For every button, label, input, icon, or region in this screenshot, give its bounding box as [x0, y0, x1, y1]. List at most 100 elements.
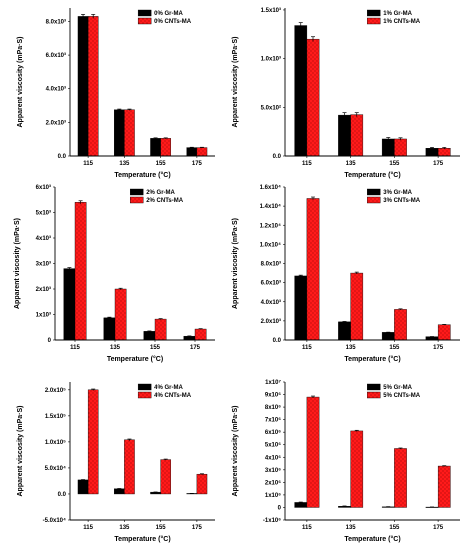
y-tick-label: 1.0x10³ [261, 56, 281, 63]
y-tick-label: 2.0x10³ [261, 318, 281, 325]
bar-3-gr-ma-175 [425, 336, 439, 341]
x-tick-label: 175 [190, 345, 201, 351]
x-tick-label: 115 [70, 345, 80, 351]
x-tick-label: 115 [302, 525, 312, 531]
bar-0-gr-ma-155 [150, 138, 161, 157]
bar-4-cnts-ma-175 [196, 473, 208, 495]
bar-1-gr-ma-155 [381, 138, 395, 157]
y-tick-label: 3x10³ [36, 261, 51, 268]
y-tick-label: 4.0x10³ [46, 86, 66, 93]
bar-0-cnts-ma-135 [124, 109, 135, 157]
legend-swatch [137, 9, 152, 17]
legend-swatch [137, 17, 152, 25]
y-tick-label: 8.0x10³ [46, 18, 66, 25]
legend-label: 4% Gr-MA [154, 385, 183, 391]
y-tick-label: 6.0x10³ [261, 280, 281, 287]
y-axis-label: Apparent viscosity (mPa·S) [17, 405, 24, 496]
legend-label: 0% CNTs-MA [154, 19, 192, 25]
y-tick-label: 0 [278, 505, 282, 511]
y-tick-label: 9x10⁶ [265, 393, 281, 399]
bar-3-cnts-ma-115 [306, 198, 320, 341]
legend-swatch [137, 383, 152, 391]
y-tick-label: -1x10⁶ [263, 518, 281, 524]
x-tick-label: 135 [346, 345, 357, 351]
y-axis-label: Apparent viscosity (mPa·S) [14, 218, 21, 309]
x-tick-label: 135 [346, 525, 357, 531]
bar-3-gr-ma-155 [381, 332, 395, 341]
y-tick-label: 1.0x10⁵ [45, 440, 66, 446]
bar-2-gr-ma-175 [183, 335, 196, 341]
y-tick-label: 5x10⁶ [265, 443, 281, 449]
bar-1-gr-ma-135 [338, 114, 351, 157]
legend-label: 5% Gr-MA [383, 385, 412, 391]
bar-2-cnts-ma-115 [74, 202, 87, 341]
legend-swatch [367, 9, 381, 17]
y-tick-label: 1x10³ [36, 312, 51, 319]
y-tick-label: 4x10³ [36, 235, 51, 242]
x-tick-label: 115 [83, 525, 93, 531]
chart-panel-3: 115 135 155 175 0 1x10³ 2x10³ 3x10³ 4x10³ 5x10³ 6x… [14, 184, 215, 363]
legend-label: 4% CNTs-MA [154, 393, 192, 399]
y-axis-label: Apparent viscosity (mPa·S) [232, 405, 239, 496]
y-tick-label: 4x10⁶ [265, 455, 281, 461]
legend-label: 1% Gr-MA [383, 11, 412, 17]
bar-3-cnts-ma-155 [394, 309, 407, 341]
x-tick-label: 135 [119, 161, 130, 167]
y-tick-label: 5x10³ [36, 210, 51, 217]
x-axis-label: Temperature (°C) [344, 535, 400, 543]
bar-0-gr-ma-175 [186, 147, 198, 157]
bar-5-cnts-ma-115 [306, 396, 320, 508]
bar-1-cnts-ma-155 [394, 138, 407, 157]
x-tick-label: 135 [346, 161, 357, 167]
x-tick-label: 115 [302, 345, 312, 351]
x-tick-label: 175 [433, 161, 444, 167]
y-tick-label: 4.0x10³ [261, 299, 281, 306]
x-tick-label: 135 [110, 345, 121, 351]
x-tick-label: 175 [192, 161, 203, 167]
x-tick-label: 115 [83, 161, 93, 167]
y-tick-label: 2x10³ [36, 286, 51, 293]
bar-2-gr-ma-115 [63, 268, 76, 341]
bar-0-gr-ma-115 [77, 16, 89, 157]
x-tick-label: 175 [433, 345, 444, 351]
bar-2-cnts-ma-175 [194, 328, 207, 341]
legend-label: 0% Gr-MA [154, 11, 183, 17]
y-tick-label: 1.5x10⁵ [45, 414, 66, 420]
x-tick-label: 155 [156, 525, 167, 531]
legend-swatch [367, 196, 381, 204]
x-tick-label: 155 [156, 161, 167, 167]
y-tick-label: 6x10³ [36, 184, 51, 191]
legend-label: 2% CNTs-MA [146, 198, 184, 204]
y-tick-label: -5.0x10⁴ [43, 518, 66, 524]
legend-swatch [367, 188, 381, 196]
x-tick-label: 155 [150, 345, 161, 351]
bar-1-cnts-ma-135 [350, 114, 364, 157]
chart-panel-1: 115 135 155 175 0.0 2.0x10³ 4.0x10³ 6.0x10³ 8.0x… [17, 8, 215, 179]
bar-4-cnts-ma-155 [160, 459, 171, 495]
x-axis-label: Temperature (°C) [114, 171, 170, 179]
y-tick-label: 1.0x10⁴ [260, 242, 281, 248]
bar-5-cnts-ma-175 [437, 465, 451, 508]
bar-3-gr-ma-135 [338, 321, 351, 341]
bar-4-cnts-ma-135 [124, 439, 135, 495]
bar-0-cnts-ma-115 [87, 16, 99, 157]
y-tick-label: 1x10⁶ [265, 493, 281, 499]
y-tick-label: 1.5x10³ [261, 7, 281, 14]
bar-4-gr-ma-135 [114, 488, 125, 495]
legend-swatch [129, 188, 144, 196]
bar-3-cnts-ma-135 [350, 272, 364, 341]
bar-4-cnts-ma-115 [87, 389, 99, 495]
y-tick-label: 1.4x10⁴ [260, 204, 281, 210]
bar-5-cnts-ma-155 [394, 448, 407, 508]
x-tick-label: 135 [119, 525, 130, 531]
legend-swatch [137, 391, 152, 399]
y-tick-label: 0.0 [273, 338, 282, 344]
x-tick-label: 175 [433, 525, 444, 531]
bar-5-cnts-ma-135 [350, 430, 364, 508]
x-tick-label: 115 [302, 161, 312, 167]
y-tick-label: 0.0 [273, 154, 282, 160]
bar-1-gr-ma-175 [425, 148, 439, 157]
chart-panel-4: 115 135 155 175 0.0 2.0x10³ 4.0x10³ 6.0x10³ 8.0x… [232, 185, 460, 363]
